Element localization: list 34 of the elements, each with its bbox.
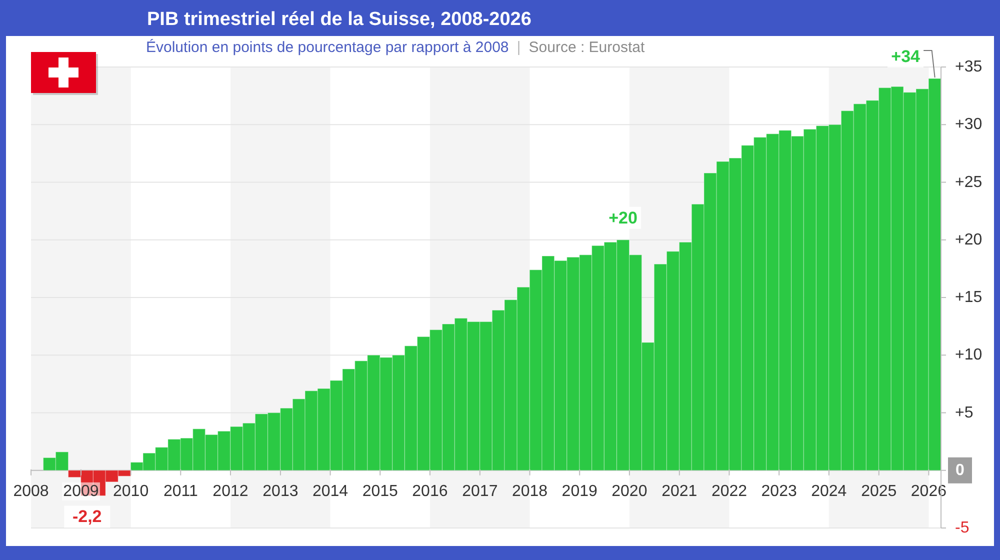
x-tick-label: 2016 bbox=[412, 482, 448, 500]
y-tick-label: +35 bbox=[955, 58, 982, 76]
x-tick-label: 2011 bbox=[163, 482, 198, 500]
y-tick-label: +5 bbox=[955, 404, 974, 422]
x-tick-label: 2022 bbox=[711, 482, 748, 500]
x-tick-label: 2026 bbox=[910, 482, 947, 500]
x-tick-label: 2020 bbox=[612, 482, 648, 500]
data-label: -2,2 bbox=[72, 507, 102, 526]
x-tick-label: 2012 bbox=[212, 482, 248, 500]
x-tick-label: 2014 bbox=[312, 482, 348, 500]
x-tick-label: 2021 bbox=[662, 482, 698, 500]
y-tick-label: +30 bbox=[955, 116, 982, 134]
y-tick-label: -5 bbox=[955, 520, 970, 536]
x-tick-label: 2008 bbox=[13, 482, 49, 500]
source-note: Source : Eurostat bbox=[528, 39, 646, 56]
data-label: +20 bbox=[608, 208, 638, 228]
y-tick-label: +25 bbox=[955, 174, 982, 191]
chart-title: PIB trimestriel réel de la Suisse, 2008-2026 bbox=[147, 9, 532, 30]
y-tick-label: +20 bbox=[955, 231, 982, 248]
x-tick-label: 2009 bbox=[63, 482, 99, 500]
y-tick-label: +15 bbox=[955, 289, 982, 306]
y-tick-label: +10 bbox=[955, 346, 982, 364]
x-tick-label: 2024 bbox=[811, 482, 847, 500]
x-tick-label: 2010 bbox=[113, 482, 149, 500]
x-tick-label: 2023 bbox=[761, 482, 797, 500]
y-tick-label: 0 bbox=[956, 462, 965, 479]
x-tick-label: 2015 bbox=[362, 482, 398, 500]
x-tick-label: 2025 bbox=[861, 482, 897, 500]
chart-subtitle: Évolution en points de pourcentage par rapport à 2008 bbox=[146, 38, 509, 56]
data-label: +34 bbox=[891, 47, 921, 66]
x-tick-label: 2019 bbox=[562, 482, 598, 500]
x-tick-label: 2018 bbox=[512, 482, 548, 500]
x-tick-label: 2017 bbox=[462, 482, 498, 500]
x-tick-label: 2013 bbox=[262, 482, 298, 500]
